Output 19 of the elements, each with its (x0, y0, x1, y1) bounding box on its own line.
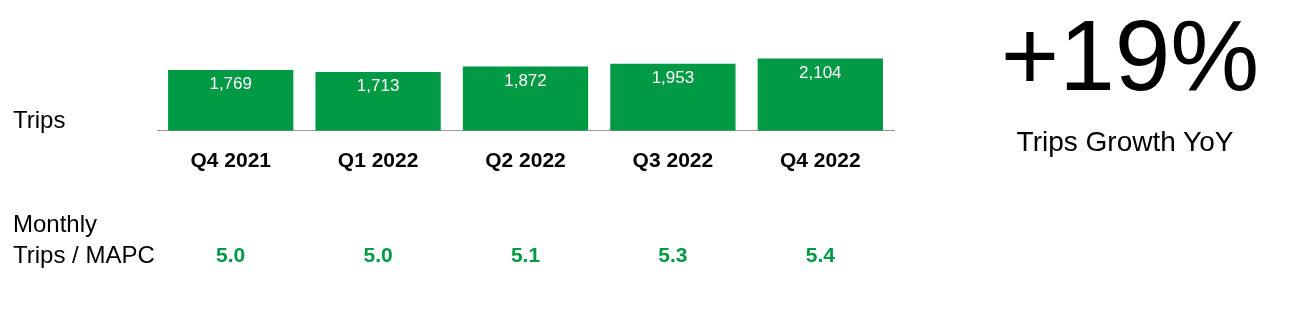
text: +19% (1000, 0, 1260, 111)
text: Trips Growth YoY (1016, 125, 1234, 157)
text: Monthly Trips / MAPC (13, 209, 155, 268)
text: 5.4 (805, 242, 836, 266)
x-tick-label: Q4 2022 (780, 148, 861, 172)
data-label: 1,769 (209, 74, 252, 94)
x-tick-label: Q4 2021 (190, 148, 272, 172)
x-tick-label: Q1 2022 (337, 148, 419, 172)
text: 5.1 (510, 242, 541, 266)
text: 5.0 (216, 242, 246, 266)
data-label: 1,713 (356, 76, 400, 96)
x-tick-label: Q2 2022 (485, 148, 566, 172)
x-tick-label: Q3 2022 (632, 148, 714, 172)
data-label: 1,872 (504, 70, 547, 90)
data-label: 2,104 (799, 62, 842, 82)
data-label: 1,953 (651, 67, 695, 87)
y-axis-title: Trips (13, 105, 66, 133)
text: 5.3 (658, 242, 688, 266)
text: 5.0 (363, 242, 393, 266)
